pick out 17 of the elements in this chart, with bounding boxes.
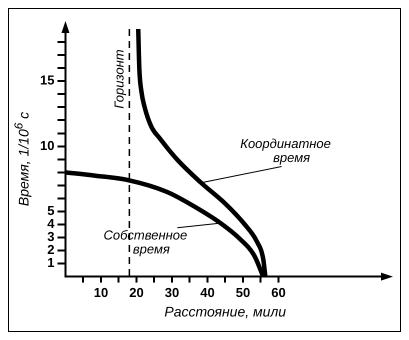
text: Координатное время (240, 136, 331, 166)
y-tick-label: 10 (40, 138, 54, 153)
x-tick-label: 50 (236, 284, 250, 300)
y-tick-label: 2 (47, 242, 54, 258)
x-tick-label: 40 (200, 284, 215, 300)
x-tick-label: 60 (271, 284, 286, 300)
x-tick-label: 20 (129, 284, 144, 300)
y-tick-label: 3 (47, 229, 54, 244)
y-tick-label: 1 (47, 255, 54, 270)
y-tick-label: 5 (47, 203, 54, 218)
x-tick-label: 10 (94, 284, 108, 300)
y-tick-label: 15 (40, 72, 54, 88)
y-tick-label: 4 (47, 216, 56, 232)
x-axis-title: Расстояние, мили (164, 303, 286, 320)
ref-line-label: Горизонт (111, 49, 126, 109)
x-tick-label: 30 (164, 284, 180, 300)
legend-label: Собственное время (103, 227, 188, 256)
